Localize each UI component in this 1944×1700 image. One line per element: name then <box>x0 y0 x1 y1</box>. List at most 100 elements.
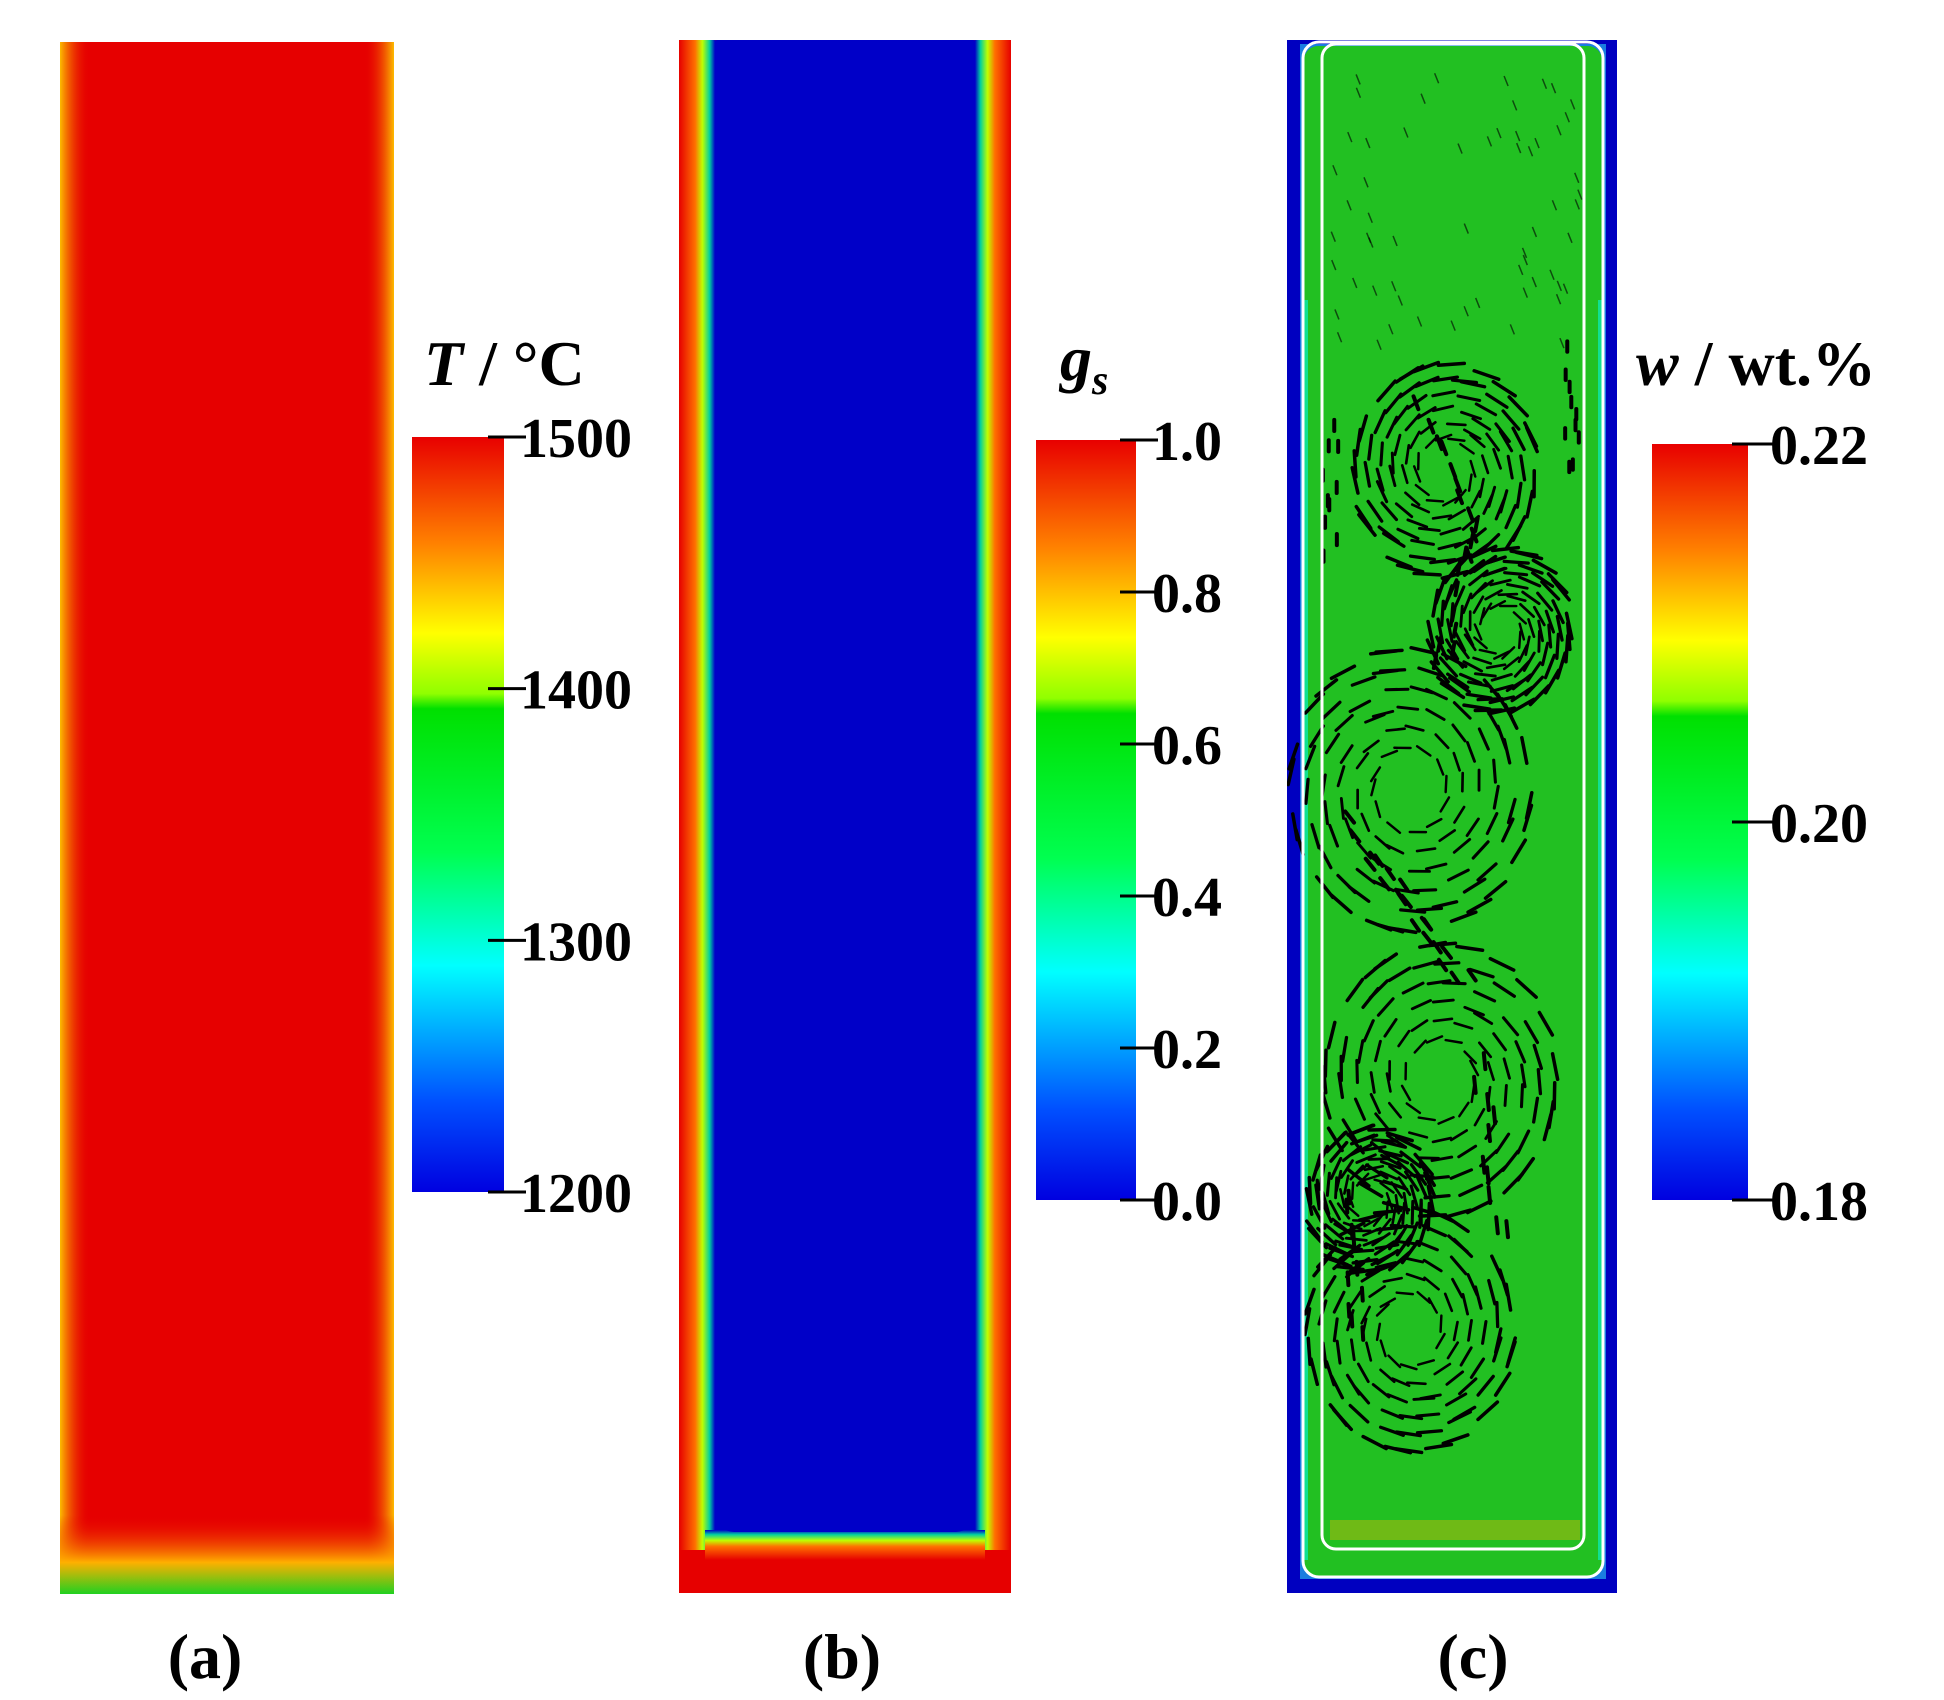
velocity-arrow <box>1378 668 1407 673</box>
velocity-arrow <box>1396 527 1420 541</box>
velocity-arrow <box>1423 1276 1440 1291</box>
velocity-arrow <box>1397 295 1403 306</box>
velocity-arrow <box>1489 578 1512 587</box>
velocity-arrow <box>1437 1116 1455 1125</box>
velocity-arrow <box>1537 619 1545 643</box>
velocity-arrow <box>1461 545 1469 563</box>
velocity-arrow <box>1457 1144 1478 1159</box>
velocity-arrow <box>1542 1112 1553 1142</box>
velocity-arrow <box>1514 1040 1527 1064</box>
velocity-arrow <box>1370 1251 1396 1267</box>
velocity-arrow <box>1433 1362 1452 1376</box>
velocity-arrow <box>1429 557 1457 565</box>
velocity-arrow <box>1494 496 1507 521</box>
velocity-arrow <box>1344 1236 1368 1242</box>
velocity-arrow <box>1376 379 1397 403</box>
velocity-arrow <box>1550 1052 1560 1082</box>
velocity-arrow <box>1404 1170 1420 1192</box>
velocity-arrow <box>1551 599 1565 625</box>
velocity-arrow <box>1456 394 1482 402</box>
velocity-arrow <box>1520 735 1529 765</box>
velocity-arrow <box>1376 339 1382 351</box>
velocity-arrow <box>1348 828 1362 844</box>
velocity-arrow <box>1388 323 1394 335</box>
velocity-arrow <box>1564 111 1570 123</box>
velocity-arrow <box>1457 143 1463 154</box>
velocity-arrow <box>1399 908 1427 914</box>
velocity-arrow <box>1514 550 1544 561</box>
velocity-arrow <box>1369 1092 1381 1115</box>
velocity-arrow <box>1425 817 1443 829</box>
panel-label-a: (a) <box>168 1621 243 1692</box>
velocity-arrow <box>1473 623 1483 641</box>
velocity-arrow <box>1494 1215 1500 1236</box>
velocity-arrow <box>1357 1211 1387 1222</box>
velocity-arrow <box>1521 590 1541 606</box>
velocity-arrow <box>1350 1181 1355 1201</box>
velocity-arrow <box>1393 433 1402 457</box>
velocity-arrow <box>1419 421 1437 435</box>
velocity-arrow <box>1365 1341 1373 1362</box>
velocity-arrow <box>1458 1377 1478 1396</box>
velocity-arrow <box>1431 940 1443 955</box>
velocity-arrow <box>1409 918 1422 933</box>
velocity-arrow <box>1532 1096 1540 1124</box>
velocity-arrow <box>1559 337 1565 349</box>
velocity-arrow <box>1431 404 1455 413</box>
velocity-arrow <box>1404 443 1411 465</box>
velocity-arrow <box>1414 375 1440 389</box>
velocity-arrow <box>1503 75 1509 87</box>
velocity-arrow <box>1412 960 1439 970</box>
velocity-arrow <box>1531 276 1537 288</box>
velocity-arrow <box>1415 906 1444 912</box>
velocity-arrow <box>1504 1282 1513 1312</box>
velocity-arrow <box>1431 900 1459 909</box>
velocity-arrow <box>1551 577 1571 602</box>
velocity-arrow <box>1524 675 1545 697</box>
velocity-arrow <box>1492 447 1502 470</box>
velocity-arrow <box>1453 1021 1474 1030</box>
velocity-arrow <box>1439 439 1449 457</box>
velocity-arrow <box>1377 525 1400 544</box>
velocity-arrow <box>1462 592 1473 615</box>
velocity-arrow <box>1485 432 1501 452</box>
velocity-arrow <box>1458 672 1483 685</box>
velocity-arrow <box>1320 700 1342 721</box>
velocity-arrow <box>1492 784 1500 810</box>
velocity-arrow <box>1443 1208 1473 1219</box>
velocity-arrow <box>1467 1318 1473 1342</box>
velocity-arrow <box>1356 841 1373 860</box>
velocity-arrow <box>1421 917 1434 932</box>
velocity-arrow <box>1522 287 1529 298</box>
velocity-arrow <box>1501 817 1515 843</box>
velocity-arrow <box>1463 223 1469 234</box>
velocity-arrow <box>1513 660 1531 678</box>
colorbar-tick-label: 0.4 <box>1152 867 1222 929</box>
velocity-arrow <box>1385 1200 1390 1219</box>
velocity-arrow <box>1349 1311 1355 1329</box>
velocity-arrow <box>1331 1217 1350 1234</box>
velocity-arrow <box>1453 476 1463 494</box>
velocity-arrow <box>1374 835 1391 850</box>
velocity-arrow <box>1415 1173 1429 1200</box>
velocity-arrow <box>1328 1199 1341 1221</box>
velocity-arrow <box>1509 697 1536 715</box>
velocity-arrow <box>1426 619 1436 649</box>
velocity-arrow <box>1502 559 1530 565</box>
velocity-arrow <box>1438 829 1457 843</box>
velocity-arrow <box>1521 247 1528 259</box>
velocity-arrow <box>1451 1277 1464 1299</box>
velocity-arrow <box>1476 1400 1500 1422</box>
velocity-arrow <box>1515 978 1538 999</box>
velocity-arrow <box>1448 462 1458 479</box>
velocity-arrow <box>1303 1307 1312 1337</box>
velocity-arrow <box>1449 910 1478 923</box>
velocity-arrow <box>1477 727 1490 751</box>
velocity-arrow <box>1367 433 1374 461</box>
velocity-arrow <box>1517 644 1529 664</box>
velocity-arrow <box>1385 843 1405 855</box>
velocity-arrow <box>1517 575 1542 588</box>
velocity-arrow <box>1404 491 1421 507</box>
velocity-arrow <box>1550 82 1557 94</box>
velocity-arrow <box>1436 635 1443 653</box>
